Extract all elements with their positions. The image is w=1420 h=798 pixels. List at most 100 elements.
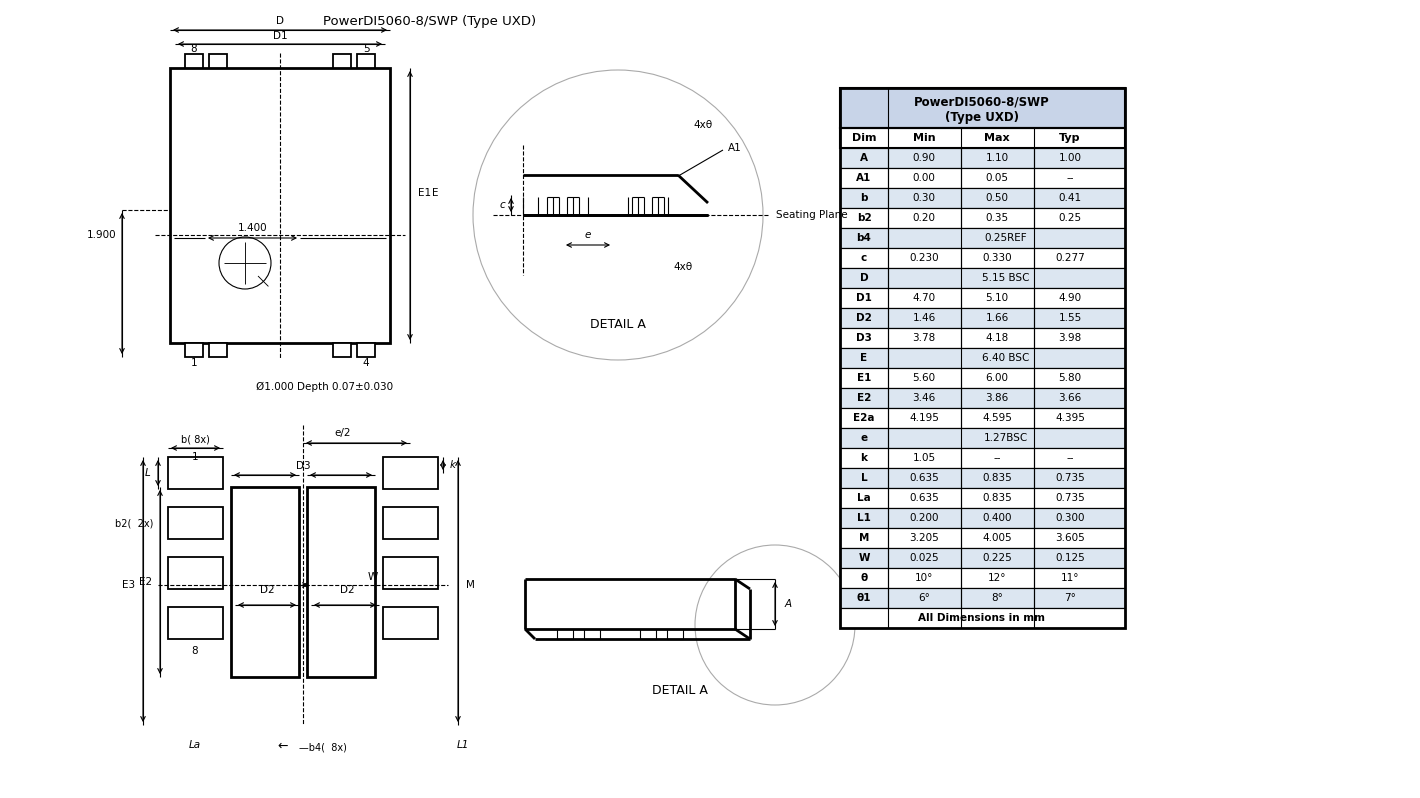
Bar [841, 288, 1125, 308]
Text: Typ: Typ [1059, 133, 1081, 143]
Text: 5.10: 5.10 [985, 293, 1008, 303]
Bar [841, 608, 1125, 628]
Bar [841, 588, 1125, 608]
Text: k: k [450, 460, 456, 470]
Bar [356, 54, 375, 68]
Text: E1: E1 [417, 188, 432, 198]
Bar [841, 88, 1125, 128]
Text: 7°: 7° [1064, 593, 1076, 603]
Text: 0.200: 0.200 [909, 513, 939, 523]
Text: 3.205: 3.205 [909, 533, 939, 543]
Text: 5: 5 [362, 44, 369, 54]
Text: 3.66: 3.66 [1058, 393, 1082, 403]
Text: 4.595: 4.595 [983, 413, 1012, 423]
Text: 1.400: 1.400 [239, 223, 268, 233]
Text: 0.225: 0.225 [983, 553, 1012, 563]
Text: Min: Min [913, 133, 936, 143]
Text: 3.98: 3.98 [1058, 333, 1082, 343]
Text: 6°: 6° [919, 593, 930, 603]
Text: θ: θ [861, 573, 868, 583]
Text: D2: D2 [339, 585, 355, 595]
Bar [841, 208, 1125, 228]
Bar [383, 457, 437, 489]
Bar [841, 428, 1125, 448]
Text: L1: L1 [457, 740, 469, 750]
Bar [168, 457, 223, 489]
Text: La: La [858, 493, 870, 503]
Bar [841, 408, 1125, 428]
Text: 1.900: 1.900 [87, 230, 116, 240]
Bar [334, 343, 351, 357]
Text: A: A [785, 599, 792, 609]
Text: --: -- [1066, 173, 1074, 183]
Bar [841, 128, 1125, 148]
Text: A1: A1 [728, 143, 741, 153]
Text: e: e [861, 433, 868, 443]
Text: c: c [500, 200, 506, 210]
Text: 0.230: 0.230 [909, 253, 939, 263]
Text: A: A [861, 153, 868, 163]
Text: 0.00: 0.00 [913, 173, 936, 183]
Text: 6.40 BSC: 6.40 BSC [983, 353, 1030, 363]
Bar [185, 54, 203, 68]
Bar [383, 507, 437, 539]
Text: L: L [145, 468, 151, 478]
Bar [356, 343, 375, 357]
Text: 1.05: 1.05 [913, 453, 936, 463]
Text: 0.35: 0.35 [985, 213, 1008, 223]
Text: 4.395: 4.395 [1055, 413, 1085, 423]
Bar [841, 148, 1125, 168]
Text: 0.635: 0.635 [909, 493, 939, 503]
Text: b2: b2 [856, 213, 872, 223]
Text: D3: D3 [295, 461, 311, 471]
Bar [841, 508, 1125, 528]
Text: A1: A1 [856, 173, 872, 183]
Text: 3.78: 3.78 [913, 333, 936, 343]
Text: W: W [368, 572, 378, 582]
Text: M: M [466, 580, 474, 590]
Text: 4.90: 4.90 [1058, 293, 1082, 303]
Text: W: W [858, 553, 869, 563]
Text: 0.90: 0.90 [913, 153, 936, 163]
Text: 10°: 10° [914, 573, 933, 583]
Text: D2: D2 [856, 313, 872, 323]
Text: θ1: θ1 [856, 593, 872, 603]
Text: b: b [861, 193, 868, 203]
Text: D1: D1 [856, 293, 872, 303]
Text: 0.835: 0.835 [983, 473, 1012, 483]
Bar [170, 68, 391, 343]
Text: 0.300: 0.300 [1055, 513, 1085, 523]
Bar [841, 568, 1125, 588]
Bar [185, 343, 203, 357]
Text: DETAIL A: DETAIL A [652, 685, 709, 697]
Text: 0.635: 0.635 [909, 473, 939, 483]
Text: 0.025: 0.025 [909, 553, 939, 563]
Bar [841, 248, 1125, 268]
Text: L: L [861, 473, 868, 483]
Bar [841, 348, 1125, 368]
Text: E1: E1 [856, 373, 872, 383]
Bar [209, 54, 227, 68]
Bar [307, 487, 375, 677]
Bar [383, 607, 437, 639]
Text: e/2: e/2 [335, 428, 351, 438]
Text: E3: E3 [122, 580, 135, 590]
Text: 3.605: 3.605 [1055, 533, 1085, 543]
Text: Max: Max [984, 133, 1010, 143]
Text: D: D [859, 273, 868, 283]
Text: 4.195: 4.195 [909, 413, 939, 423]
Text: 8°: 8° [991, 593, 1003, 603]
Bar [841, 528, 1125, 548]
Text: 0.735: 0.735 [1055, 473, 1085, 483]
Text: PowerDI5060-8/SWP: PowerDI5060-8/SWP [914, 96, 1049, 109]
Text: E2: E2 [856, 393, 872, 403]
Text: 0.835: 0.835 [983, 493, 1012, 503]
Text: 0.125: 0.125 [1055, 553, 1085, 563]
Bar [168, 607, 223, 639]
Text: 4xθ: 4xθ [693, 120, 713, 130]
Text: 4.70: 4.70 [913, 293, 936, 303]
Text: 1: 1 [190, 358, 197, 368]
Text: ←: ← [278, 740, 288, 753]
Text: 1.27BSC: 1.27BSC [984, 433, 1028, 443]
Text: 1.66: 1.66 [985, 313, 1008, 323]
